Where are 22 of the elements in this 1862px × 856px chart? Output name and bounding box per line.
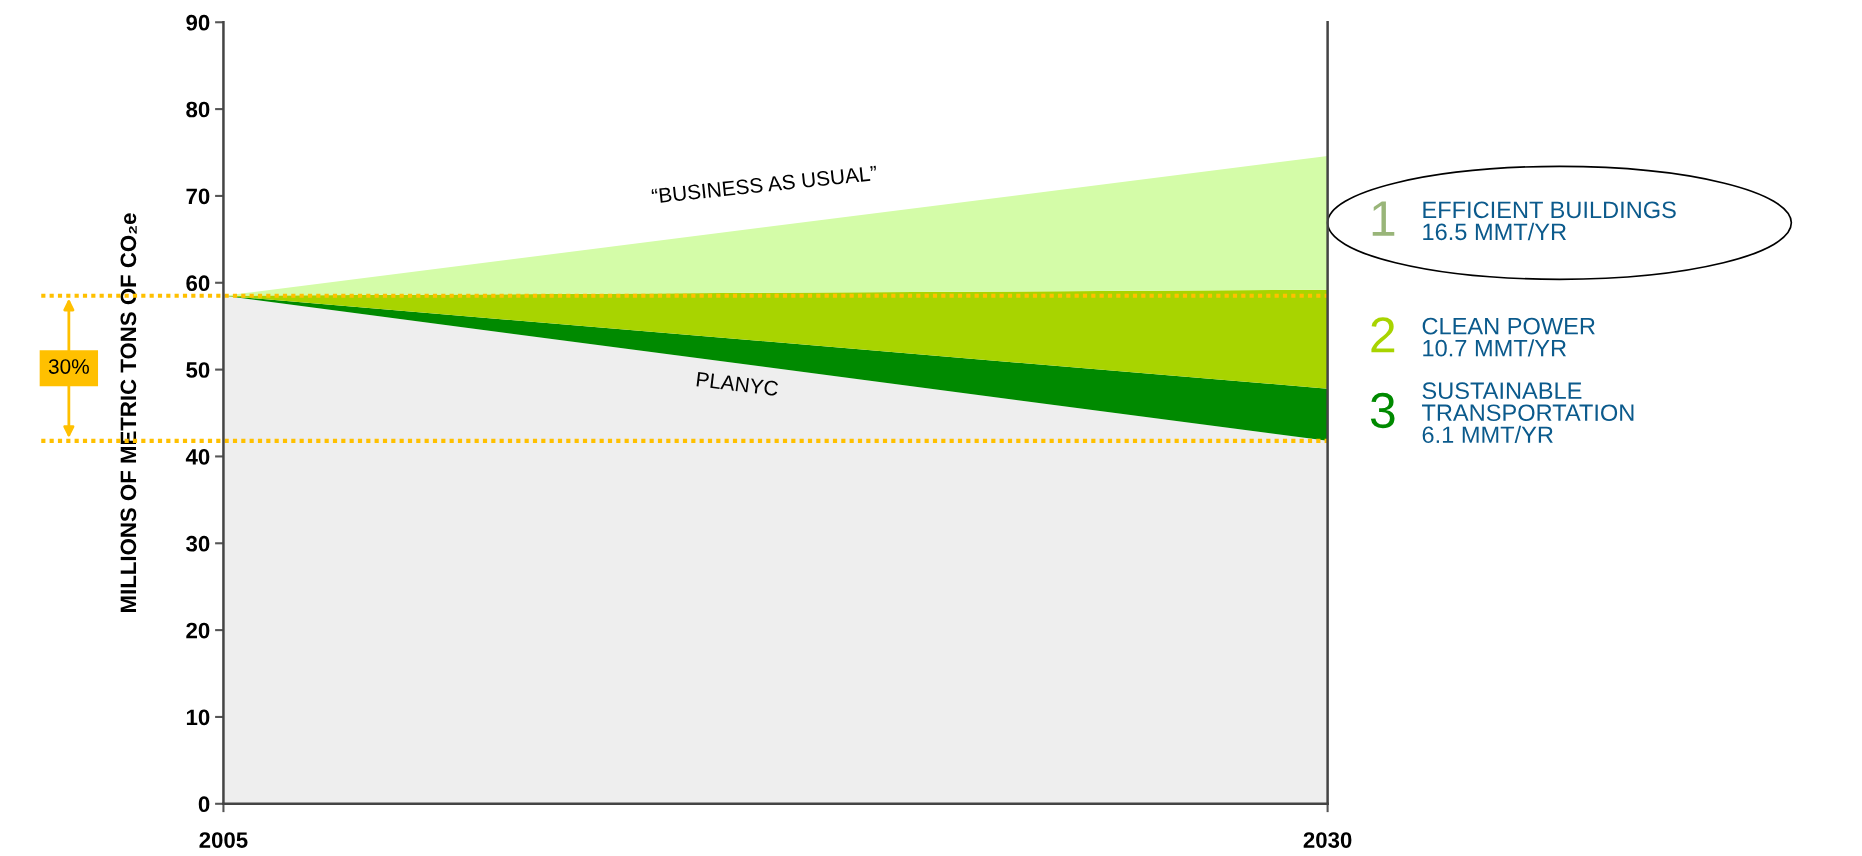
text: CLEAN POWER 10.7 MMT/YR bbox=[1422, 317, 1595, 357]
y-tick-label: 60 bbox=[186, 275, 210, 292]
y-tick-label: 90 bbox=[186, 14, 210, 31]
y-tick-label: 10 bbox=[186, 709, 210, 726]
annotation: PLANYC bbox=[696, 371, 779, 397]
x-tick-label: 2030 bbox=[1303, 832, 1352, 848]
y-tick-label: 30 bbox=[186, 535, 210, 552]
text: EFFICIENT BUILDINGS 16.5 MMT/YR bbox=[1423, 201, 1676, 241]
y-axis-title: MILLIONS OF METRIC TONS OF CO₂e bbox=[120, 213, 137, 612]
series-label: 2 bbox=[1371, 317, 1395, 353]
annotation: “BUSINESS AS USUAL” bbox=[651, 165, 878, 204]
series-label: 1 bbox=[1372, 201, 1395, 236]
y-tick-label: 50 bbox=[186, 362, 210, 378]
y-tick-label: 70 bbox=[186, 188, 210, 205]
y-tick-label: 20 bbox=[186, 622, 210, 639]
y-tick-label: 80 bbox=[186, 101, 210, 118]
text: 30% bbox=[48, 359, 89, 374]
y-tick-label: 0 bbox=[198, 796, 210, 813]
x-tick-label: 2005 bbox=[199, 832, 248, 848]
series-label: 3 bbox=[1370, 392, 1395, 429]
y-tick-label: 40 bbox=[185, 448, 210, 465]
text: SUSTAINABLE TRANSPORTATION 6.1 MMT/YR bbox=[1421, 382, 1634, 444]
